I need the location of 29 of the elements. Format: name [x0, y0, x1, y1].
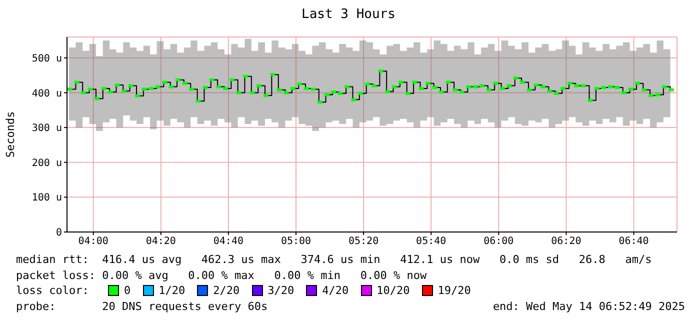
legend-label: 4/20 [321, 283, 349, 298]
x-tick-label: 04:40 [213, 236, 244, 248]
legend-label: 3/20 [266, 283, 294, 298]
y-tick-label: 200 u [32, 158, 62, 169]
y-tick-label: 100 u [32, 192, 62, 204]
y-tick-label: 300 u [32, 123, 62, 134]
legend-label: 2/20 [212, 283, 240, 298]
y-tick-label: 500 u [32, 53, 62, 64]
legend-label: 10/20 [376, 283, 410, 298]
x-tick-label: 04:00 [78, 236, 108, 248]
y-tick-label: 400 u [32, 88, 62, 100]
x-tick-label: 05:20 [348, 236, 379, 248]
y-axis-title: Seconds [4, 111, 17, 158]
text: probe: 20 DNS requests every 60s [16, 298, 268, 314]
x-tick-label: 05:40 [416, 236, 446, 248]
y-tick-label: 0 [56, 228, 62, 239]
legend-label: 19/20 [436, 283, 471, 298]
text: packet loss: 0.00 % avg 0.00 % max 0.00 % min 0.00 % now [16, 268, 428, 283]
chart-title: Last 3 Hours [300, 6, 396, 24]
text: median rtt: 416.4 us avg 462.3 us max 374.6 us min 412.1 us now 0.0 ms sd 26.8 am/s [16, 252, 653, 268]
legend-label: 1/20 [158, 283, 186, 298]
x-tick-label: 05:00 [280, 236, 312, 248]
legend-title: loss color: [16, 283, 90, 298]
legend-label: 0 [123, 283, 131, 298]
x-tick-label: 06:00 [484, 236, 514, 248]
x-tick-label: 04:20 [146, 236, 176, 248]
text: end: Wed May 14 06:52:49 2025 [492, 298, 685, 314]
x-tick-label: 06:40 [618, 236, 649, 248]
x-tick-label: 06:20 [551, 236, 582, 248]
